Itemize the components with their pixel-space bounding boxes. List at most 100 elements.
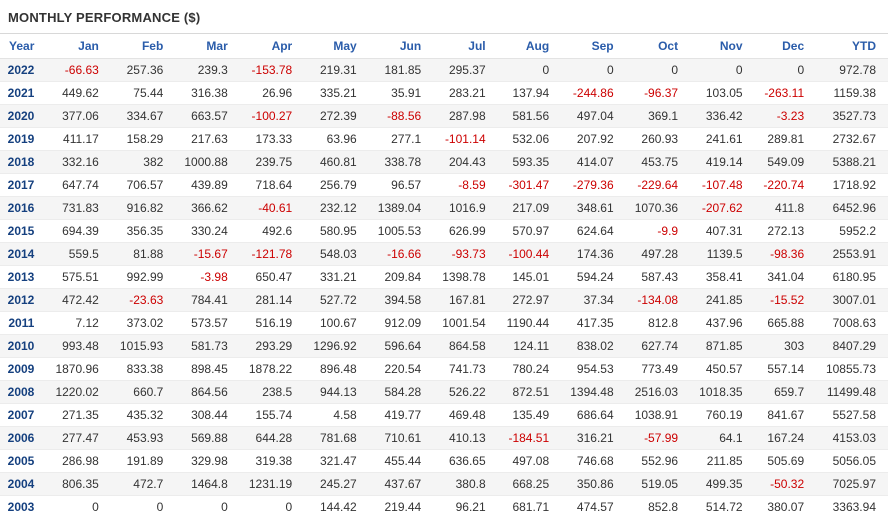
value-cell: 0 (175, 495, 240, 516)
value-cell: 665.88 (754, 311, 817, 335)
year-cell: 2017 (0, 173, 47, 197)
value-cell: -301.47 (497, 173, 562, 197)
value-cell: 593.35 (497, 150, 562, 174)
year-cell: 2021 (0, 81, 47, 105)
value-cell: 277.1 (368, 127, 434, 151)
value-cell: 1015.93 (110, 334, 176, 358)
table-row: 2012 472.42 -23.63 784.41 281.14 527.72 394.58… (0, 288, 888, 312)
value-cell: 838.02 (561, 334, 626, 358)
value-cell: 668.25 (497, 472, 562, 496)
value-cell: 316.21 (561, 426, 626, 450)
value-cell: -207.62 (690, 196, 755, 220)
value-cell: -121.78 (239, 242, 305, 266)
value-cell: 626.99 (433, 219, 498, 243)
value-cell: 281.14 (239, 288, 305, 312)
value-cell: 334.67 (110, 104, 176, 128)
value-cell: 663.57 (175, 104, 240, 128)
value-cell: 1005.53 (368, 219, 434, 243)
column-header-jun: Jun (368, 33, 434, 59)
value-cell: 527.72 (304, 288, 369, 312)
value-cell: 453.75 (625, 150, 691, 174)
value-cell: 1231.19 (239, 472, 305, 496)
year-cell: 2020 (0, 104, 47, 128)
value-cell: 382 (110, 150, 176, 174)
value-cell: 460.81 (304, 150, 369, 174)
table-row: 2017 647.74 706.57 439.89 718.64 256.79 96.57-… (0, 173, 888, 197)
value-cell: 217.63 (175, 127, 240, 151)
value-cell: -100.44 (497, 242, 562, 266)
value-cell: -57.99 (625, 426, 691, 450)
value-cell: -220.74 (754, 173, 817, 197)
value-cell: 272.97 (497, 288, 562, 312)
value-cell: 455.44 (368, 449, 434, 473)
value-cell: 63.96 (304, 127, 369, 151)
value-cell: 348.61 (561, 196, 626, 220)
value-cell: 350.86 (561, 472, 626, 496)
value-cell: 1398.78 (433, 265, 498, 289)
value-cell: 992.99 (110, 265, 176, 289)
value-cell: 437.96 (690, 311, 755, 335)
value-cell: 0 (497, 58, 562, 82)
value-cell: 407.31 (690, 219, 755, 243)
value-cell: 1394.48 (561, 380, 626, 404)
value-cell: 287.98 (433, 104, 498, 128)
value-cell: 272.13 (754, 219, 817, 243)
value-cell: 241.61 (690, 127, 755, 151)
column-header-nov: Nov (690, 33, 755, 59)
year-cell: 2022 (0, 58, 47, 82)
value-cell: -244.86 (561, 81, 626, 105)
value-cell: 232.12 (304, 196, 369, 220)
value-cell: 497.04 (561, 104, 626, 128)
value-cell: 410.13 (433, 426, 498, 450)
value-cell: 135.49 (497, 403, 562, 427)
value-cell: -134.08 (625, 288, 691, 312)
year-cell: 2015 (0, 219, 47, 243)
value-cell: 760.19 (690, 403, 755, 427)
value-cell: 419.14 (690, 150, 755, 174)
table-row: 2013 575.51 992.99 -3.98 650.47 331.21 209.84 1… (0, 265, 888, 289)
value-cell: 864.56 (175, 380, 240, 404)
value-cell: 4153.03 (816, 426, 888, 450)
value-cell: 474.57 (561, 495, 626, 516)
value-cell: 552.96 (625, 449, 691, 473)
value-cell: 181.85 (368, 58, 434, 82)
column-header-feb: Feb (110, 33, 176, 59)
value-cell: 137.94 (497, 81, 562, 105)
value-cell: 557.14 (754, 357, 817, 381)
value-cell: 780.24 (497, 357, 562, 381)
value-cell: 806.35 (46, 472, 111, 496)
value-cell: 773.49 (625, 357, 691, 381)
value-cell: 954.53 (561, 357, 626, 381)
value-cell: 377.06 (46, 104, 111, 128)
value-cell: 283.21 (433, 81, 498, 105)
value-cell: 7008.63 (816, 311, 888, 335)
value-cell: 158.29 (110, 127, 176, 151)
year-cell: 2018 (0, 150, 47, 174)
value-cell: 7025.97 (816, 472, 888, 496)
value-cell: 644.28 (239, 426, 305, 450)
value-cell: 499.35 (690, 472, 755, 496)
table-row: 2011 7.12 373.02 573.57 516.19 100.67 912.09 10… (0, 311, 888, 335)
year-cell: 2007 (0, 403, 47, 427)
value-cell: 1001.54 (433, 311, 498, 335)
value-cell: 241.85 (690, 288, 755, 312)
value-cell: -3.98 (175, 265, 240, 289)
column-header-mar: Mar (175, 33, 240, 59)
value-cell: 174.36 (561, 242, 626, 266)
table-row: 2022 -66.63 257.36 239.3 -153.78 219.31 181.85… (0, 58, 888, 82)
value-cell: 373.02 (110, 311, 176, 335)
value-cell: 686.64 (561, 403, 626, 427)
value-cell: 35.91 (368, 81, 434, 105)
value-cell: 437.67 (368, 472, 434, 496)
value-cell: 239.75 (239, 150, 305, 174)
value-cell: 647.74 (46, 173, 111, 197)
value-cell: 341.04 (754, 265, 817, 289)
value-cell: 358.41 (690, 265, 755, 289)
value-cell: 417.35 (561, 311, 626, 335)
value-cell: 144.42 (304, 495, 369, 516)
value-cell: 6180.95 (816, 265, 888, 289)
value-cell: 5388.21 (816, 150, 888, 174)
value-cell: -263.11 (754, 81, 817, 105)
value-cell: 289.81 (754, 127, 817, 151)
value-cell: 3007.01 (816, 288, 888, 312)
